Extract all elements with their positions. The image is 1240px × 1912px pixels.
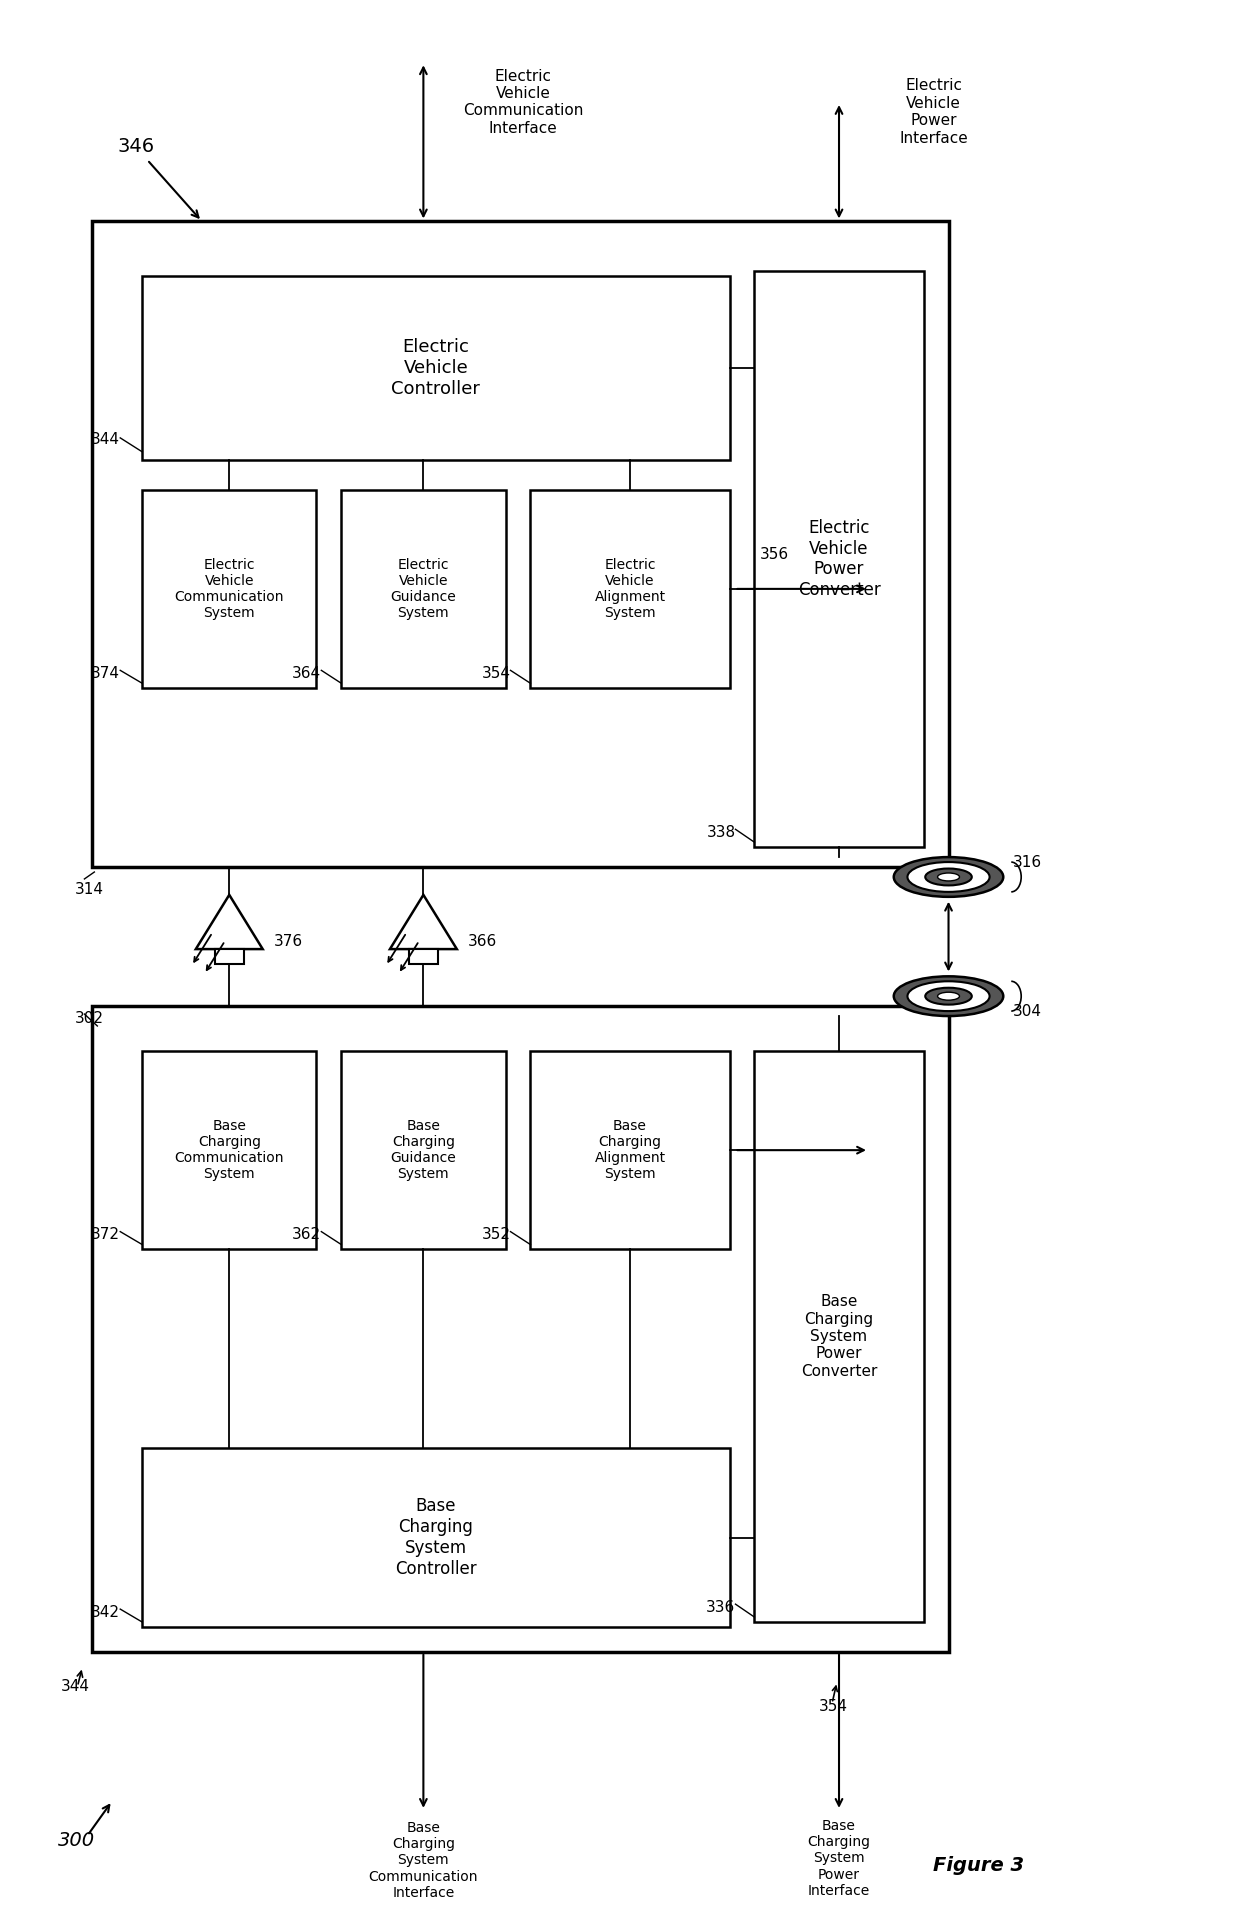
Text: 354: 354: [481, 665, 511, 681]
Text: Electric
Vehicle
Controller: Electric Vehicle Controller: [392, 338, 480, 398]
Bar: [341, 489, 506, 688]
Text: 366: 366: [469, 935, 497, 948]
Ellipse shape: [894, 857, 1003, 897]
Ellipse shape: [925, 868, 972, 885]
Bar: [92, 1006, 949, 1652]
Text: 338: 338: [707, 824, 735, 839]
Text: 372: 372: [92, 1228, 120, 1243]
Bar: [531, 489, 729, 688]
Text: 300: 300: [57, 1832, 94, 1851]
Bar: [143, 489, 316, 688]
Ellipse shape: [908, 981, 990, 1011]
Text: Base
Charging
Communication
System: Base Charging Communication System: [175, 1119, 284, 1182]
Text: 314: 314: [74, 881, 103, 897]
Text: Electric
Vehicle
Communication
System: Electric Vehicle Communication System: [175, 558, 284, 619]
Ellipse shape: [937, 992, 960, 1000]
Bar: [754, 272, 924, 847]
Text: 376: 376: [274, 935, 304, 948]
Text: Electric
Vehicle
Power
Converter: Electric Vehicle Power Converter: [797, 518, 880, 598]
Bar: [531, 1052, 729, 1250]
Text: 356: 356: [759, 547, 789, 562]
Text: Base
Charging
System
Controller: Base Charging System Controller: [396, 1497, 476, 1577]
Text: Electric
Vehicle
Guidance
System: Electric Vehicle Guidance System: [391, 558, 456, 619]
Text: 344: 344: [61, 1679, 89, 1694]
Text: Base
Charging
Alignment
System: Base Charging Alignment System: [594, 1119, 666, 1182]
Text: 354: 354: [820, 1700, 848, 1713]
Text: Base
Charging
System
Power
Converter: Base Charging System Power Converter: [801, 1294, 877, 1379]
Text: Electric
Vehicle
Communication
Interface: Electric Vehicle Communication Interface: [463, 69, 583, 136]
Text: Electric
Vehicle
Power
Interface: Electric Vehicle Power Interface: [899, 78, 968, 145]
Ellipse shape: [925, 989, 972, 1004]
Bar: [92, 222, 949, 866]
Text: 302: 302: [74, 1011, 103, 1027]
Text: 336: 336: [707, 1600, 735, 1614]
Text: Figure 3: Figure 3: [932, 1857, 1024, 1876]
Bar: [143, 1447, 729, 1627]
Bar: [754, 1052, 924, 1621]
Ellipse shape: [908, 862, 990, 891]
Text: Electric
Vehicle
Alignment
System: Electric Vehicle Alignment System: [594, 558, 666, 619]
Text: 342: 342: [92, 1604, 120, 1619]
Bar: [215, 948, 244, 964]
Bar: [341, 1052, 506, 1250]
Ellipse shape: [937, 874, 960, 881]
Text: 346: 346: [118, 138, 155, 157]
Ellipse shape: [894, 977, 1003, 1015]
Bar: [143, 275, 729, 459]
Text: Base
Charging
System
Power
Interface: Base Charging System Power Interface: [807, 1818, 870, 1899]
Text: 374: 374: [92, 665, 120, 681]
Text: 364: 364: [293, 665, 321, 681]
Bar: [143, 1052, 316, 1250]
Text: 362: 362: [293, 1228, 321, 1243]
Text: 316: 316: [1013, 855, 1043, 870]
Text: Base
Charging
System
Communication
Interface: Base Charging System Communication Inter…: [368, 1820, 479, 1901]
Text: 352: 352: [481, 1228, 511, 1243]
Text: Base
Charging
Guidance
System: Base Charging Guidance System: [391, 1119, 456, 1182]
Bar: [409, 948, 438, 964]
Text: 304: 304: [1013, 1004, 1043, 1019]
Text: 344: 344: [92, 432, 120, 447]
